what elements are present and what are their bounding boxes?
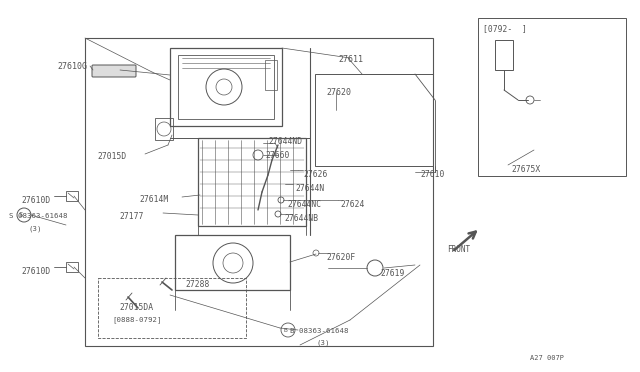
FancyBboxPatch shape <box>92 65 136 77</box>
Text: 27620: 27620 <box>326 88 351 97</box>
Text: B 08363-61648: B 08363-61648 <box>290 328 349 334</box>
Text: 27620F: 27620F <box>326 253 355 262</box>
Text: A27 007P: A27 007P <box>530 355 564 361</box>
Text: 27177: 27177 <box>119 212 143 221</box>
Text: 27660: 27660 <box>265 151 289 160</box>
Bar <box>66 262 78 272</box>
Text: 27614M: 27614M <box>139 195 168 204</box>
Text: 27015D: 27015D <box>97 152 126 161</box>
Bar <box>265 60 277 90</box>
Bar <box>495 40 513 70</box>
Text: 27675X: 27675X <box>511 165 540 174</box>
Text: [0888-0792]: [0888-0792] <box>112 316 161 323</box>
Text: 27610: 27610 <box>420 170 444 179</box>
Bar <box>175 235 290 290</box>
Bar <box>155 118 173 140</box>
Text: 27644NB: 27644NB <box>284 214 318 223</box>
Text: 27611: 27611 <box>338 55 363 64</box>
Text: S: S <box>19 212 23 218</box>
Text: B: B <box>283 327 287 333</box>
Text: FRONT: FRONT <box>447 245 470 254</box>
Bar <box>170 48 282 126</box>
Text: [0792-  ]: [0792- ] <box>483 24 527 33</box>
Text: 27610G: 27610G <box>57 62 87 71</box>
Text: (3): (3) <box>28 225 42 231</box>
Text: 27288: 27288 <box>185 280 209 289</box>
Text: 27619: 27619 <box>380 269 404 278</box>
Bar <box>98 278 246 338</box>
Bar <box>198 138 306 226</box>
Text: 27626: 27626 <box>303 170 328 179</box>
Text: 27644N: 27644N <box>295 184 324 193</box>
Bar <box>478 18 626 176</box>
Text: S 08363-61648: S 08363-61648 <box>9 213 67 219</box>
Text: 27624: 27624 <box>340 200 364 209</box>
Text: 27644NC: 27644NC <box>287 200 321 209</box>
Bar <box>66 191 78 201</box>
Text: 27644ND: 27644ND <box>268 137 302 146</box>
Text: 27610D: 27610D <box>21 196 51 205</box>
Text: 27610D: 27610D <box>21 267 51 276</box>
Bar <box>315 74 433 166</box>
Text: (3): (3) <box>316 340 330 346</box>
Text: 27015DA: 27015DA <box>119 303 153 312</box>
Bar <box>85 38 433 346</box>
Bar <box>178 55 274 119</box>
